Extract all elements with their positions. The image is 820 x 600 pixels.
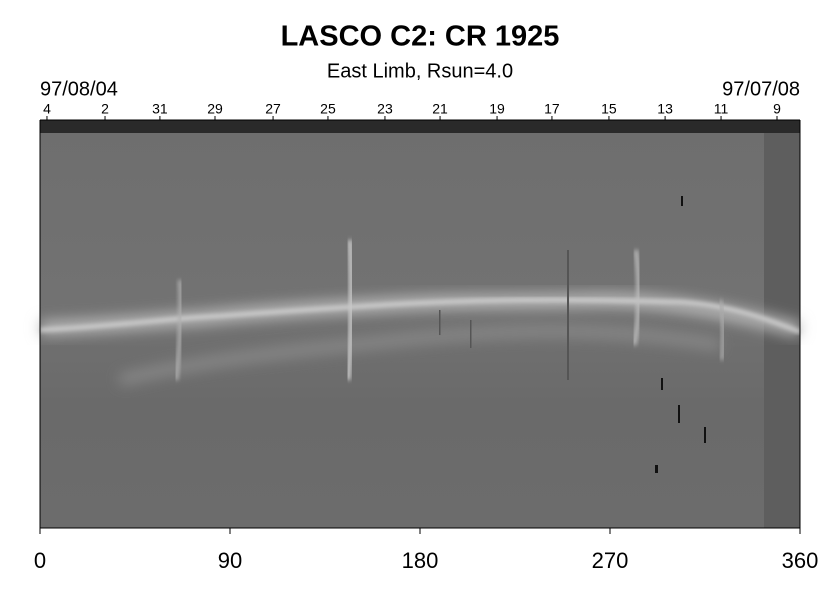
- top-tick-label: 2: [101, 101, 109, 117]
- top-tick-label: 31: [152, 101, 168, 117]
- top-tick-label: 25: [320, 101, 336, 117]
- top-tick-label: 11: [714, 101, 729, 117]
- end-date: 97/07/08: [722, 78, 800, 100]
- top-tick-label: 17: [544, 101, 560, 117]
- top-tick-label: 23: [377, 101, 393, 117]
- top-tick-label: 27: [265, 101, 281, 117]
- top-tick-label: 21: [432, 101, 448, 117]
- top-tick-label: 13: [657, 101, 673, 117]
- x-tick-label: 0: [34, 548, 46, 573]
- x-tick-label: 90: [218, 548, 242, 573]
- chart-title: LASCO C2: CR 1925: [281, 21, 560, 53]
- synoptic-map: [39, 120, 802, 528]
- top-tick-label: 4: [43, 101, 51, 117]
- x-tick-label: 360: [782, 548, 819, 573]
- top-tick-label: 15: [601, 101, 617, 117]
- top-tick-label: 29: [207, 101, 223, 117]
- top-tick-label: 9: [773, 101, 781, 117]
- top-tick-label: 19: [489, 101, 505, 117]
- chart-subtitle: East Limb, Rsun=4.0: [327, 60, 513, 82]
- x-tick-label: 270: [592, 548, 629, 573]
- x-tick-label: 180: [402, 548, 439, 573]
- start-date: 97/08/04: [40, 78, 118, 100]
